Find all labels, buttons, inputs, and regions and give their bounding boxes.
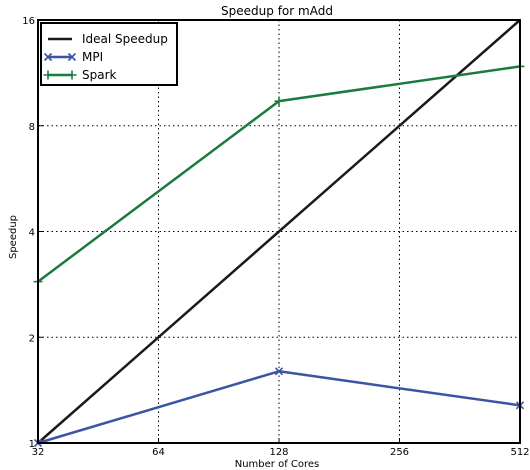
legend-marker-spark xyxy=(43,70,53,80)
legend-marker-mpi xyxy=(43,52,53,62)
y-tick-label: 4 xyxy=(29,228,35,239)
y-tick-label: 16 xyxy=(22,16,35,27)
axis-ticks: 32 64 128 256 512 1 2 4 8 16 xyxy=(22,16,529,458)
mpi-point xyxy=(274,367,284,376)
x-tick-label: 32 xyxy=(32,447,45,458)
x-tick-label: 64 xyxy=(152,447,165,458)
x-axis-label: Number of Cores xyxy=(235,459,320,470)
legend-label-spark: Spark xyxy=(82,68,117,82)
chart-title: Speedup for mAdd xyxy=(221,4,333,18)
spark-point xyxy=(274,96,284,106)
legend-marker-mpi xyxy=(67,52,77,62)
legend-label-mpi: MPI xyxy=(82,50,103,64)
legend-label-ideal-speedup: Ideal Speedup xyxy=(82,32,168,46)
x-tick-label: 512 xyxy=(510,447,529,458)
y-axis-label: Speedup xyxy=(8,215,19,259)
ideal-speedup-line xyxy=(37,19,521,444)
legend: Ideal Speedup MPI Spark xyxy=(40,22,178,86)
ideal-speedup-series xyxy=(37,19,521,444)
y-tick-label: 1 xyxy=(29,439,35,450)
legend-marker-spark xyxy=(67,70,77,80)
y-tick-label: 2 xyxy=(29,333,35,344)
x-tick-label: 256 xyxy=(390,447,409,458)
x-tick-label: 128 xyxy=(269,447,288,458)
y-tick-label: 8 xyxy=(29,122,35,133)
